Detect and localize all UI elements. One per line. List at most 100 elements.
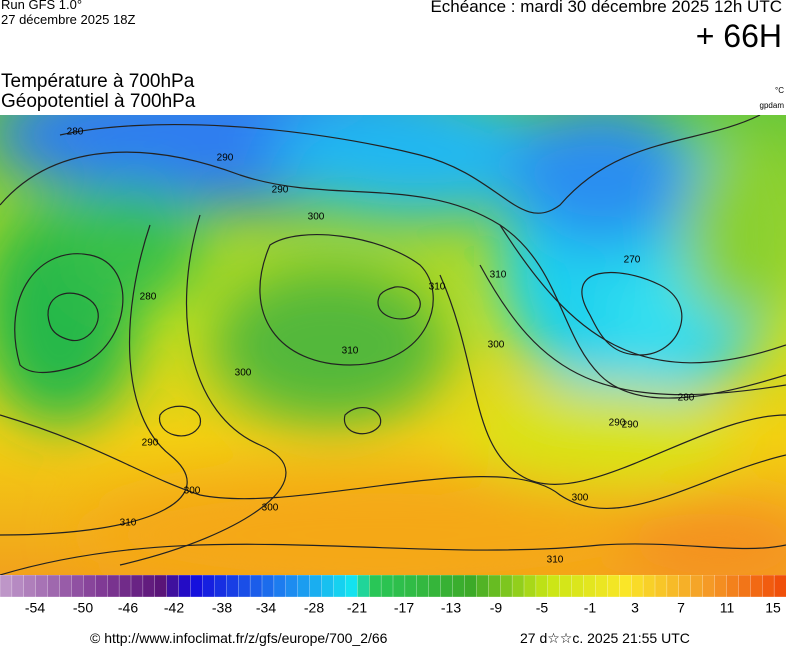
colorbar-swatch xyxy=(0,575,13,598)
colorbar-swatch xyxy=(142,575,156,598)
colorbar-swatch xyxy=(333,575,347,598)
colorbar-swatch xyxy=(154,575,168,598)
colorbar: -54 -50 -46 -42 -38 -34 -28 -21 -17 -13 -9 -5 -1 3 7 11… xyxy=(0,575,786,616)
colorbar-swatch xyxy=(392,575,406,598)
colorbar-swatch xyxy=(261,575,275,598)
colorbar-label: -38 xyxy=(212,600,232,616)
colorbar-swatch xyxy=(309,575,323,598)
contour-label: 300 xyxy=(235,368,252,379)
contour-label: 300 xyxy=(262,503,279,514)
colorbar-swatch xyxy=(738,575,751,598)
colorbar-swatch xyxy=(178,575,192,598)
contour-label: 310 xyxy=(490,270,507,281)
contour-label: 290 xyxy=(622,420,639,431)
colorbar-label: -9 xyxy=(490,600,503,616)
footer-generated: 27 d☆☆c. 2025 21:55 UTC xyxy=(520,630,690,646)
colorbar-swatch xyxy=(107,575,120,598)
colorbar-swatch xyxy=(83,575,96,598)
colorbar-swatch xyxy=(702,575,716,598)
colorbar-swatch xyxy=(714,575,728,598)
colorbar-swatch xyxy=(380,575,394,598)
colorbar-swatch xyxy=(654,575,668,598)
run-label: Run GFS 1.0° xyxy=(1,0,83,12)
colorbar-swatch xyxy=(547,575,561,598)
colorbar-label: -1 xyxy=(584,600,597,616)
colorbar-swatch xyxy=(583,575,597,598)
colorbar-label: -46 xyxy=(118,600,138,616)
colorbar-swatch xyxy=(750,575,763,598)
colorbar-swatch xyxy=(95,575,108,598)
colorbar-swatch xyxy=(166,575,180,598)
footer-source: © http://www.infoclimat.fr/z/gfs/europe/… xyxy=(90,630,388,646)
colorbar-swatch xyxy=(59,575,73,598)
colorbar-swatch xyxy=(416,575,430,598)
contour-label: 300 xyxy=(572,493,589,504)
colorbar-swatch xyxy=(71,575,85,598)
temperature-field xyxy=(0,115,786,575)
colorbar-swatch xyxy=(428,575,442,598)
colorbar-swatch xyxy=(571,575,585,598)
colorbar-swatch xyxy=(762,575,775,598)
contour-label: 290 xyxy=(272,185,289,196)
run-date: 27 décembre 2025 18Z xyxy=(1,12,136,27)
colorbar-swatch xyxy=(595,575,609,598)
colorbar-label: 15 xyxy=(765,600,781,616)
colorbar-swatch xyxy=(47,575,61,598)
colorbar-label: -21 xyxy=(347,600,367,616)
colorbar-swatch xyxy=(297,575,311,598)
colorbar-label: 7 xyxy=(677,600,685,616)
colorbar-swatch xyxy=(190,575,204,598)
colorbar-swatch xyxy=(345,575,358,598)
colorbar-swatch xyxy=(238,575,251,598)
colorbar-label: -28 xyxy=(304,600,324,616)
colorbar-label: -50 xyxy=(73,600,93,616)
forecast-time: Échéance : mardi 30 décembre 2025 12h UT… xyxy=(430,0,782,16)
colorbar-label: -5 xyxy=(536,600,549,616)
colorbar-swatch xyxy=(631,575,644,598)
colorbar-label: -34 xyxy=(256,600,276,616)
colorbar-swatch xyxy=(214,575,227,598)
colorbar-swatch xyxy=(226,575,239,598)
colorbar-swatch xyxy=(23,575,37,598)
contour-label: 280 xyxy=(140,292,157,303)
colorbar-swatch xyxy=(440,575,454,598)
colorbar-swatch xyxy=(619,575,632,598)
contours xyxy=(0,115,786,575)
contour-label: 270 xyxy=(624,255,641,266)
colorbar-swatch xyxy=(678,575,692,598)
colorbar-swatch xyxy=(523,575,537,598)
colorbar-swatch xyxy=(488,575,501,598)
contour-label: 280 xyxy=(67,127,84,138)
colorbar-swatch xyxy=(249,575,263,598)
contour-label: 310 xyxy=(120,518,137,529)
colorbar-swatch xyxy=(607,575,620,598)
title-geopotential: Géopotentiel à 700hPa xyxy=(1,91,196,112)
colorbar-swatch xyxy=(130,575,144,598)
colorbar-label: -42 xyxy=(164,600,184,616)
colorbar-swatch xyxy=(690,575,704,598)
colorbar-swatch xyxy=(35,575,49,598)
colorbar-swatch xyxy=(773,575,786,598)
colorbar-swatch xyxy=(452,575,466,598)
contour-label: 290 xyxy=(609,418,626,429)
colorbar-swatch xyxy=(202,575,216,598)
unit-temperature: °C xyxy=(775,86,784,95)
colorbar-label: 3 xyxy=(631,600,639,616)
colorbar-label: 11 xyxy=(720,600,735,616)
contour-label: 300 xyxy=(184,486,201,497)
contour-label: 310 xyxy=(429,282,446,293)
title-temperature: Température à 700hPa xyxy=(1,71,195,92)
lead-time: + 66H xyxy=(695,18,782,54)
colorbar-swatch xyxy=(357,575,370,598)
contour-label: 280 xyxy=(678,393,695,404)
colorbar-swatch xyxy=(500,575,513,598)
colorbar-swatch xyxy=(535,575,549,598)
contour-label: 310 xyxy=(547,555,564,566)
colorbar-swatch xyxy=(118,575,132,598)
contour-label: 290 xyxy=(142,438,159,449)
colorbar-swatch xyxy=(642,575,656,598)
colorbar-label: -54 xyxy=(25,600,45,616)
colorbar-swatch xyxy=(11,575,25,598)
unit-geopotential: gpdam xyxy=(759,101,784,110)
